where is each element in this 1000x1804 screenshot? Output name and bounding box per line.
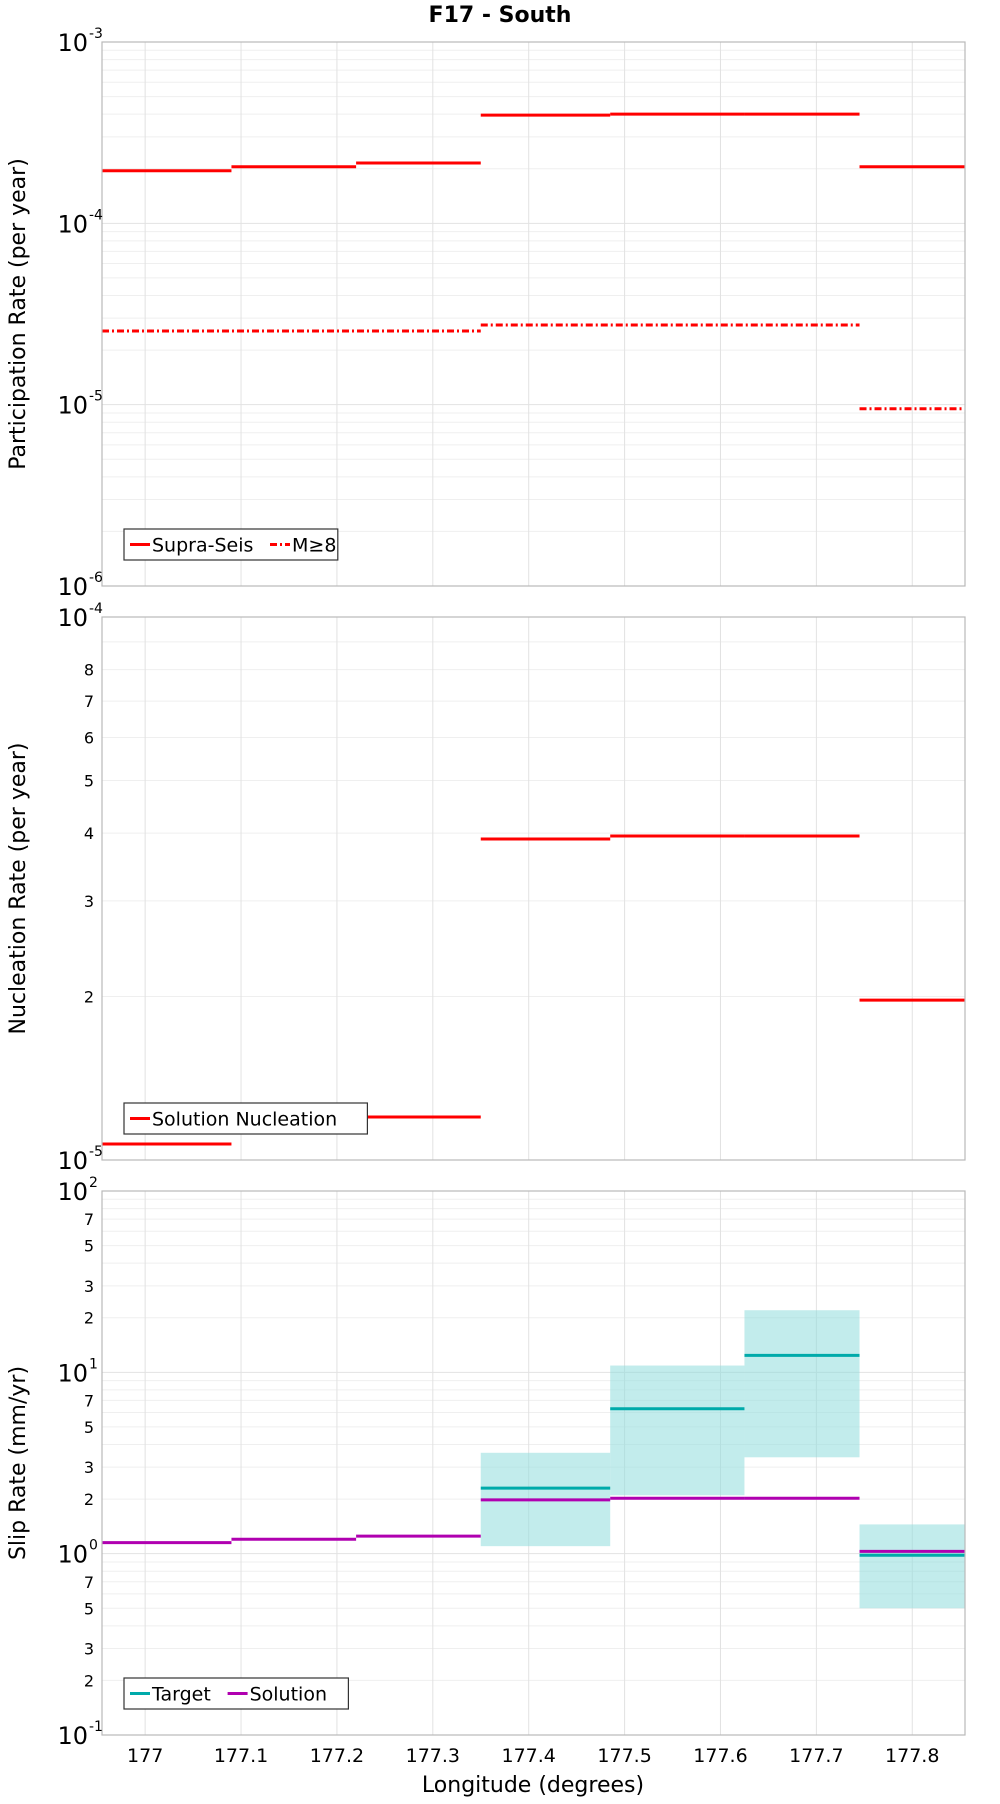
legend-box — [123, 1102, 368, 1135]
legend-label: Target — [151, 1684, 211, 1706]
x-tick-label: 177.3 — [406, 1745, 460, 1767]
x-tick-label: 177.5 — [597, 1745, 651, 1767]
series-solution-nucleation — [102, 834, 965, 1146]
y-minor-tick-label: 5 — [84, 1599, 94, 1618]
y-tick-exponent: -6 — [89, 570, 103, 586]
y-tick-exponent: -4 — [89, 207, 103, 223]
x-tick-label: 177.6 — [693, 1745, 747, 1767]
x-axis-label: Longitude (degrees) — [422, 1773, 644, 1798]
y-minor-tick-label: 2 — [84, 1490, 94, 1509]
y-minor-tick-label: 3 — [84, 1277, 94, 1296]
y-tick-exponent: -3 — [89, 26, 103, 42]
y-tick-exponent: -1 — [89, 1719, 103, 1735]
y-minor-tick-label: 5 — [84, 1237, 94, 1256]
y-tick-label: 10 — [57, 1722, 88, 1750]
x-tick-label: 177.2 — [310, 1745, 364, 1767]
legend: Target Solution — [123, 1677, 349, 1710]
target-range-band — [610, 1365, 745, 1496]
y-minor-tick-label: 3 — [84, 1639, 94, 1658]
y-tick-label: 10 — [57, 1359, 88, 1387]
y-minor-tick-label: 7 — [84, 1210, 94, 1229]
plot-frame — [101, 41, 966, 587]
y-minor-tick-label: 2 — [84, 1309, 94, 1328]
y-tick-label: 10 — [57, 29, 88, 57]
y-tick-label: 10 — [57, 392, 88, 420]
y-minor-tick-label: 3 — [84, 892, 94, 911]
y-tick-label: 10 — [57, 210, 88, 238]
y-minor-tick-label: 7 — [84, 1573, 94, 1592]
y-minor-tick-label: 6 — [84, 728, 94, 747]
y-axis-label: Participation Rate (per year) — [6, 158, 31, 470]
y-minor-tick-label: 3 — [84, 1458, 94, 1477]
y-tick-label: 10 — [57, 573, 88, 601]
y-tick-exponent: -4 — [89, 601, 103, 617]
y-tick-label: 10 — [57, 1178, 88, 1206]
x-tick-label: 177 — [127, 1745, 163, 1767]
y-tick-exponent: -5 — [89, 389, 103, 405]
y-minor-tick-label: 8 — [84, 661, 94, 680]
series-supra-seis — [102, 112, 965, 173]
y-minor-tick-label: 7 — [84, 692, 94, 711]
series-solution — [102, 1496, 965, 1553]
figure-title: F17 - South — [429, 3, 572, 28]
y-tick-exponent: 0 — [89, 1538, 98, 1554]
legend-box — [123, 528, 339, 561]
plot-frame — [101, 616, 966, 1161]
legend: Solution Nucleation — [123, 1102, 368, 1135]
series-m-8 — [102, 323, 965, 411]
target-range-band — [859, 1524, 965, 1609]
y-minor-tick-label: 5 — [84, 1418, 94, 1437]
y-minor-tick-label: 7 — [84, 1391, 94, 1410]
series-target — [480, 1353, 965, 1557]
legend-label: Solution — [250, 1684, 327, 1706]
legend-label: M≥8 — [292, 535, 336, 557]
x-tick-label: 177.1 — [214, 1745, 268, 1767]
y-axis-label: Nucleation Rate (per year) — [6, 743, 31, 1035]
x-tick-label: 177.4 — [502, 1745, 556, 1767]
x-tick-label: 177.8 — [885, 1745, 939, 1767]
y-minor-tick-label: 4 — [84, 824, 94, 843]
y-tick-label: 10 — [57, 1541, 88, 1569]
y-tick-exponent: 2 — [89, 1175, 98, 1191]
legend-label: Supra-Seis — [152, 535, 253, 557]
y-minor-tick-label: 2 — [84, 988, 94, 1007]
y-minor-tick-label: 2 — [84, 1671, 94, 1690]
legend: Supra-Seis M≥8 — [123, 528, 339, 561]
legend-label: Solution Nucleation — [152, 1109, 337, 1131]
y-tick-exponent: -5 — [89, 1144, 103, 1160]
y-minor-tick-label: 5 — [84, 771, 94, 790]
plot-frame — [101, 1190, 966, 1736]
target-range-band — [744, 1310, 860, 1458]
y-tick-exponent: 1 — [89, 1356, 98, 1372]
y-tick-label: 10 — [57, 604, 88, 632]
y-axis-label: Slip Rate (mm/yr) — [6, 1366, 31, 1560]
x-tick-label: 177.7 — [789, 1745, 843, 1767]
y-tick-label: 10 — [57, 1147, 88, 1175]
